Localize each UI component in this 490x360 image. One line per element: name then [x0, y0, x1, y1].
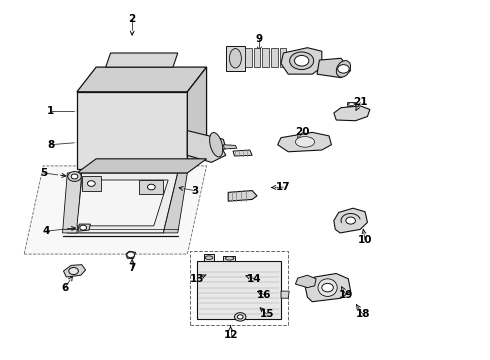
Polygon shape	[280, 48, 286, 67]
Polygon shape	[77, 67, 207, 92]
Text: 6: 6	[61, 283, 69, 293]
Polygon shape	[281, 291, 289, 298]
Polygon shape	[64, 265, 86, 277]
Polygon shape	[24, 166, 207, 254]
Ellipse shape	[336, 60, 350, 77]
Polygon shape	[226, 46, 245, 71]
Text: 3: 3	[191, 186, 198, 195]
Polygon shape	[187, 131, 226, 162]
Ellipse shape	[210, 132, 223, 157]
Polygon shape	[126, 251, 136, 258]
Polygon shape	[77, 180, 168, 226]
Text: 17: 17	[276, 182, 291, 192]
Polygon shape	[223, 145, 237, 149]
Text: 8: 8	[47, 140, 54, 150]
Bar	[190, 251, 288, 325]
Polygon shape	[223, 256, 235, 261]
Ellipse shape	[229, 49, 242, 68]
Polygon shape	[245, 48, 252, 67]
Text: 4: 4	[42, 226, 49, 236]
Circle shape	[290, 52, 314, 69]
Circle shape	[71, 174, 78, 179]
Polygon shape	[163, 173, 187, 233]
Polygon shape	[305, 274, 351, 302]
Text: 18: 18	[355, 309, 370, 319]
Circle shape	[88, 181, 95, 186]
Polygon shape	[63, 173, 82, 233]
Circle shape	[68, 171, 81, 181]
Polygon shape	[106, 53, 178, 67]
Ellipse shape	[295, 136, 315, 147]
Text: 5: 5	[40, 168, 47, 178]
Text: 1: 1	[47, 106, 54, 116]
Text: 13: 13	[190, 274, 204, 284]
Polygon shape	[347, 102, 355, 106]
Circle shape	[237, 315, 243, 319]
Polygon shape	[262, 48, 269, 67]
Text: 12: 12	[223, 330, 238, 340]
Text: 11: 11	[187, 115, 202, 125]
Polygon shape	[67, 173, 178, 233]
Text: 21: 21	[353, 98, 368, 107]
Polygon shape	[317, 58, 351, 78]
Circle shape	[338, 65, 349, 73]
Polygon shape	[278, 132, 331, 152]
Circle shape	[127, 252, 135, 258]
Ellipse shape	[225, 257, 234, 260]
Circle shape	[294, 55, 309, 66]
Ellipse shape	[318, 279, 337, 296]
Circle shape	[147, 184, 155, 190]
Text: 15: 15	[259, 309, 274, 319]
Polygon shape	[281, 48, 322, 74]
Text: 14: 14	[247, 274, 262, 284]
Circle shape	[80, 225, 87, 230]
Polygon shape	[187, 67, 207, 170]
Text: 2: 2	[128, 14, 136, 24]
Polygon shape	[228, 190, 257, 201]
Text: 9: 9	[256, 34, 263, 44]
Polygon shape	[295, 275, 316, 288]
Circle shape	[322, 283, 333, 292]
Text: 16: 16	[257, 290, 271, 300]
Polygon shape	[190, 136, 226, 154]
Polygon shape	[334, 106, 370, 121]
Text: 19: 19	[339, 290, 353, 300]
Polygon shape	[254, 48, 260, 67]
Text: 10: 10	[358, 235, 372, 245]
Polygon shape	[233, 150, 252, 156]
Polygon shape	[77, 159, 207, 173]
Polygon shape	[82, 176, 101, 190]
Text: 7: 7	[128, 263, 136, 273]
Polygon shape	[204, 254, 214, 261]
Polygon shape	[77, 92, 187, 170]
Circle shape	[234, 312, 246, 321]
Ellipse shape	[348, 103, 355, 105]
Polygon shape	[271, 48, 278, 67]
Polygon shape	[139, 180, 163, 194]
Polygon shape	[334, 208, 368, 233]
Circle shape	[202, 141, 211, 148]
Circle shape	[346, 217, 355, 224]
Text: 20: 20	[295, 127, 310, 138]
Polygon shape	[78, 224, 90, 231]
Bar	[197, 261, 281, 319]
Circle shape	[69, 267, 78, 275]
Ellipse shape	[205, 256, 213, 259]
